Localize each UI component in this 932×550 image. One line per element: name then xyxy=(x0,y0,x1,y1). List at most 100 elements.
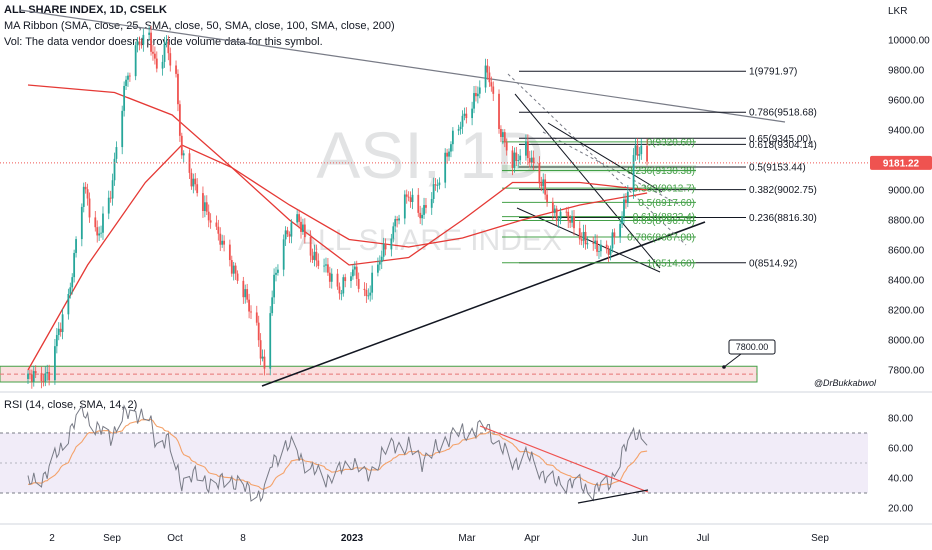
price-candle xyxy=(315,244,318,268)
price-candle xyxy=(342,274,345,297)
time-axis[interactable]: 2 Sep Oct 8 2023 Mar Apr Jun Jul Sep xyxy=(49,533,829,544)
ma-ribbon-legend[interactable]: MA Ribbon (SMA, close, 25, SMA, close, 5… xyxy=(4,20,395,32)
price-candle xyxy=(355,260,358,286)
price-candle xyxy=(611,229,614,253)
channel-lower-line[interactable] xyxy=(516,207,661,273)
price-tick-label: 7800.00 xyxy=(888,366,925,377)
price-candle xyxy=(323,258,325,273)
volume-legend[interactable]: Vol: The data vendor doesn't provide vol… xyxy=(4,36,323,48)
ascending-support-line[interactable] xyxy=(261,221,706,387)
price-candle xyxy=(167,35,170,61)
price-candle xyxy=(409,191,412,208)
price-tick-label: 10000.00 xyxy=(888,36,930,47)
price-candle xyxy=(180,132,183,159)
price-candle xyxy=(394,215,397,233)
price-candle xyxy=(86,183,89,206)
price-candle xyxy=(248,293,250,319)
price-candle xyxy=(230,255,233,277)
price-candle xyxy=(261,349,264,362)
rsi-lines xyxy=(27,404,648,503)
price-candle xyxy=(405,189,408,204)
price-candle xyxy=(46,364,49,381)
price-candle xyxy=(215,215,218,230)
price-candle xyxy=(578,221,581,245)
price-candle xyxy=(419,205,422,224)
price-candle xyxy=(161,54,164,76)
fib-level-label-green: 0.786(8687.08) xyxy=(627,232,695,243)
rsi-trend-line-down[interactable] xyxy=(479,425,649,493)
price-candle xyxy=(190,168,193,190)
rsi-trend-line-up[interactable] xyxy=(577,489,649,504)
price-candle xyxy=(376,257,379,277)
support-callout-box[interactable] xyxy=(728,339,776,355)
price-candle xyxy=(538,156,541,189)
price-candle xyxy=(311,248,314,263)
price-candle xyxy=(369,285,372,302)
price-candle xyxy=(163,36,166,68)
price-candle xyxy=(528,150,531,168)
channel-upper-line[interactable] xyxy=(514,93,661,269)
fib-golden-zone xyxy=(502,164,696,173)
price-candles xyxy=(27,25,648,389)
price-candle xyxy=(148,26,151,41)
price-candle xyxy=(646,138,648,166)
price-candle xyxy=(140,39,143,49)
price-candle xyxy=(511,146,514,176)
inner-trend-line[interactable] xyxy=(547,122,663,193)
price-candle xyxy=(327,258,329,276)
price-candle xyxy=(298,209,300,229)
descending-resistance-line[interactable] xyxy=(19,9,786,123)
price-candle xyxy=(107,190,110,220)
price-candle xyxy=(382,237,385,261)
price-candle xyxy=(328,266,331,289)
price-candle xyxy=(340,289,343,301)
price-candle xyxy=(551,197,554,221)
price-candle xyxy=(465,107,468,124)
price-candle xyxy=(463,107,466,121)
price-candle xyxy=(600,239,602,257)
price-axis[interactable]: 10000.009800.009600.009400.009200.009000… xyxy=(888,36,930,377)
price-candle xyxy=(188,149,191,180)
price-candle xyxy=(492,81,495,102)
rsi-tick-label: 60.00 xyxy=(888,444,913,455)
time-tick-label: 8 xyxy=(240,533,246,544)
price-candle xyxy=(165,35,168,48)
price-candle xyxy=(621,211,623,229)
rsi-axis[interactable]: 80.00 60.00 40.00 20.00 xyxy=(888,414,913,515)
price-tick-label: 8800.00 xyxy=(888,216,925,227)
price-candle xyxy=(500,125,502,143)
price-candle xyxy=(530,150,533,168)
price-candle xyxy=(450,141,452,158)
fib-level-label-green: 0.382(9012.7) xyxy=(633,184,695,195)
price-candle xyxy=(396,216,399,228)
price-candle xyxy=(392,222,395,243)
price-candle xyxy=(236,270,239,284)
price-candle xyxy=(232,261,235,281)
price-candle xyxy=(55,328,58,354)
price-candle xyxy=(152,44,154,61)
rsi-tick-label: 80.00 xyxy=(888,414,913,425)
last-price-badge[interactable] xyxy=(870,155,932,170)
price-candle xyxy=(271,290,274,316)
fib-retracement-levels[interactable]: 1(9791.97)0.786(9518.68)0.65(9345.00)0.6… xyxy=(502,67,817,270)
fib-level-label: 0.236(8816.30) xyxy=(749,213,817,224)
price-candle xyxy=(526,134,529,166)
price-candle xyxy=(584,224,587,250)
fib-level-label: 0.786(9518.68) xyxy=(749,108,817,119)
price-candle xyxy=(403,190,406,225)
moving-average-ribbon xyxy=(27,84,648,371)
price-candle xyxy=(219,227,222,252)
price-candle xyxy=(378,255,381,271)
fib-level-label: 0.65(9345.00) xyxy=(749,134,811,145)
fib-level-label: 0.618(9304.14) xyxy=(749,140,817,151)
time-tick-label: Jun xyxy=(632,533,648,544)
price-candle xyxy=(423,197,425,219)
price-candle xyxy=(34,365,37,378)
price-tick-label: 9600.00 xyxy=(888,96,925,107)
price-candle xyxy=(69,282,72,299)
price-candle xyxy=(96,220,99,243)
price-candle xyxy=(625,193,627,209)
price-candle xyxy=(484,58,487,93)
price-candle xyxy=(592,236,595,251)
